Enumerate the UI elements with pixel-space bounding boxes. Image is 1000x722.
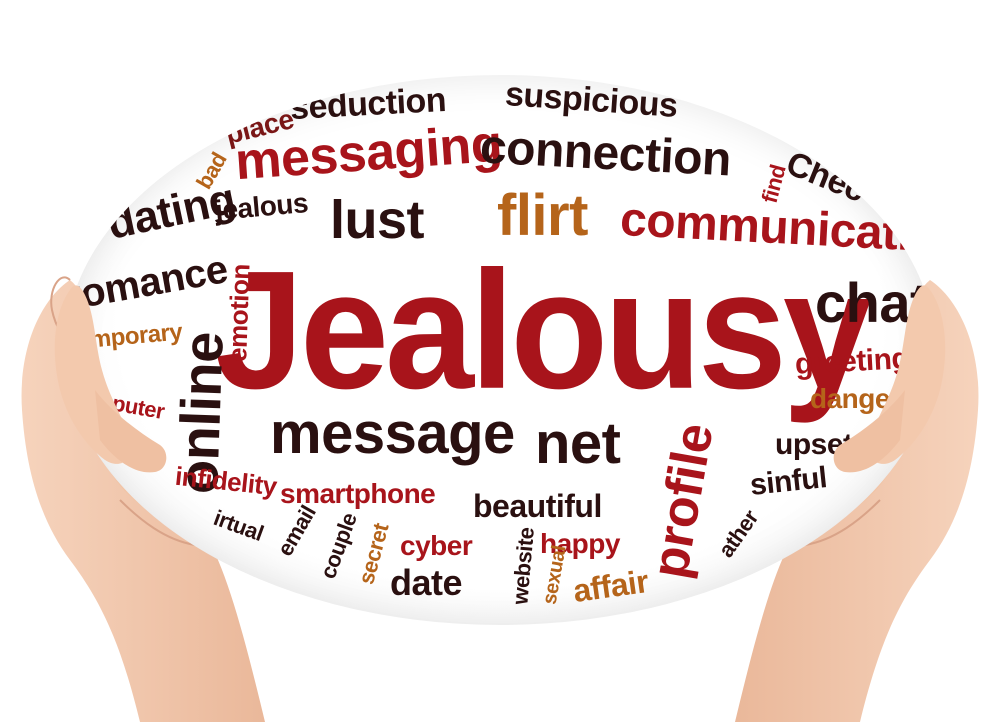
word-sphere: seduction suspicious place messaging con…	[65, 75, 935, 625]
word-virtual: irtual	[210, 505, 267, 546]
word-seduction: seduction	[289, 80, 447, 128]
word-lust: lust	[330, 190, 425, 250]
word-couple: couple	[315, 509, 362, 583]
word-affair: affair	[570, 562, 651, 610]
word-net: net	[535, 411, 621, 476]
word-beautiful: beautiful	[473, 488, 602, 524]
word-suspicious: suspicious	[503, 75, 679, 125]
word-website: website	[507, 526, 539, 606]
word-date: date	[390, 562, 463, 603]
word-connection: connection	[478, 120, 733, 187]
word-email: email	[272, 501, 321, 561]
word-jealousy: Jealousy	[215, 235, 872, 424]
word-cyber: cyber	[400, 530, 473, 561]
word-infidelity: infidelity	[173, 460, 279, 502]
right-fingers	[833, 285, 946, 473]
word-cheat: ather	[713, 505, 764, 562]
word-profile: profile	[640, 419, 725, 583]
word-happy: happy	[540, 528, 620, 559]
word-flirt: flirt	[497, 183, 588, 248]
word-message: message	[270, 401, 515, 466]
word-jealous: jealous	[213, 187, 310, 226]
word-sinful: sinful	[748, 461, 829, 502]
left-fingers	[54, 285, 167, 473]
word-secret: secret	[353, 520, 394, 587]
word-smartphone: smartphone	[280, 478, 436, 509]
